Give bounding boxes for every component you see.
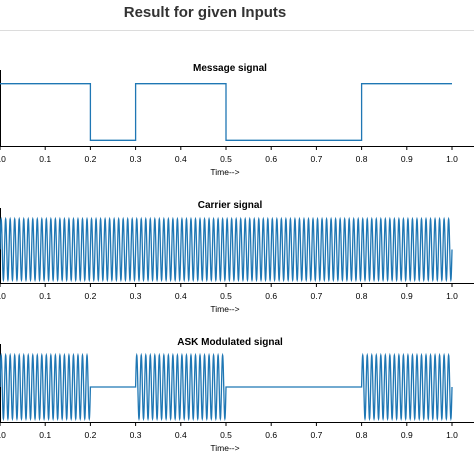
x-tick-label: 0.6 [265,154,277,164]
x-tick-label: 0.9 [401,291,413,301]
x-tick-label: 0.0 [0,291,6,301]
x-tick-label: 0.9 [401,430,413,440]
x-tick-label: 0.2 [84,291,96,301]
x-tick-label: 0.3 [130,430,142,440]
x-tick-label: 0.0 [0,154,6,164]
x-tick-label: 0.7 [310,154,322,164]
x-tick-label: 0.5 [220,430,232,440]
x-tick-label: 0.7 [310,430,322,440]
chart-panel-2: Carrier signal 0.0 0.1 0.2 0.3 0.4 0.5 0.6 0.7 0.… [0,200,474,314]
chart-title: Carrier signal [198,200,263,211]
x-tick-label: 0.6 [265,291,277,301]
signal-line [0,216,453,283]
x-tick-label: 0.8 [356,430,368,440]
x-tick-label: 0.5 [220,291,232,301]
page-title: Result for given Inputs [123,4,287,21]
x-tick-label: 0.6 [265,430,277,440]
x-tick-label: 0.8 [356,154,368,164]
chart-title: ASK Modulated signal [177,337,283,348]
x-tick-label: 0.1 [39,430,51,440]
x-tick-label: 0.9 [401,154,413,164]
x-tick-label: 0.4 [175,291,187,301]
signal-line [0,352,453,422]
x-tick-label: 0.7 [310,291,322,301]
x-tick-label: 0.2 [84,154,96,164]
x-tick-label: 0.5 [220,154,232,164]
x-tick-label: 0.1 [39,291,51,301]
x-tick-label: 0.2 [84,430,96,440]
x-tick-label: 1.0 [446,291,458,301]
x-tick-label: 0.0 [0,430,6,440]
chart-panel-3: ASK Modulated signal 0.0 0.1 0.2 0.3 0.4 0.5 0.… [0,337,474,453]
x-axis-label: Time--> [210,167,239,177]
x-tick-label: 1.0 [446,154,458,164]
x-tick-label: 0.8 [356,291,368,301]
x-tick-label: 0.3 [130,291,142,301]
chart-panel-1: Message signal 0.0 0.1 0.2 0.3 0.4 0.5 0.6 0.7 0.… [0,63,474,177]
x-tick-label: 0.4 [175,154,187,164]
x-axis-label: Time--> [210,304,239,314]
chart-title: Message signal [193,63,267,74]
x-tick-label: 1.0 [446,430,458,440]
results-header: Result for given Inputs [0,0,474,31]
x-tick-label: 0.1 [39,154,51,164]
x-tick-label: 0.3 [130,154,142,164]
x-tick-label: 0.4 [175,430,187,440]
signal-line [0,83,452,141]
x-axis-label: Time--> [210,443,239,453]
